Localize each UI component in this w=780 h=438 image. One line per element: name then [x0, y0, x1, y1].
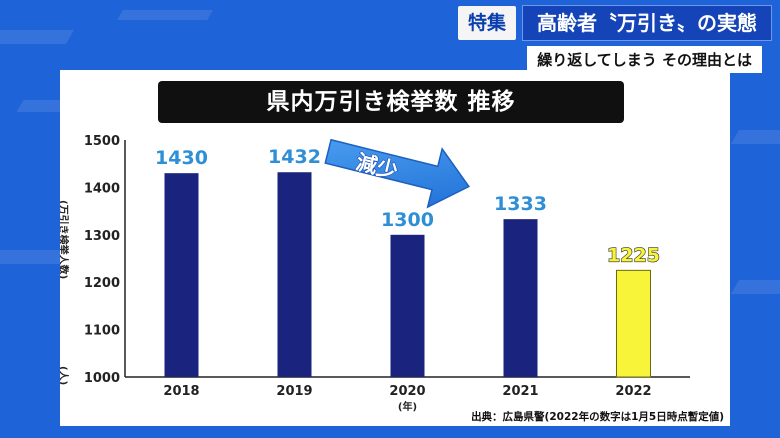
bar [616, 269, 651, 378]
source-note: 出典：広島県警(2022年の数字は1月5日時点暫定値) [471, 410, 724, 423]
bar [164, 173, 199, 377]
background-stripe [117, 10, 213, 20]
chart-panel: 県内万引き検挙数 推移 1000 1100 1200 1300 1400 1500 2018… [60, 70, 730, 426]
bar [277, 172, 312, 377]
x-tick-label: 2018 [163, 384, 199, 399]
bar-value-label: 1300 [381, 209, 434, 231]
headline-title: 高齢者〝万引き〟の実態 [522, 5, 772, 41]
decrease-arrow: 減少 [324, 138, 470, 209]
y-tick-label: 1500 [84, 134, 120, 149]
y-axis-unit: (人) [60, 366, 70, 385]
decrease-arrow-shape [324, 138, 470, 209]
x-tick-label: 2020 [389, 384, 425, 399]
background-stripe [730, 280, 780, 294]
headline-subtitle: 繰り返してしまう その理由とは [527, 46, 762, 73]
header: 特集 高齢者〝万引き〟の実態 [457, 5, 772, 41]
x-axis-unit: (年) [398, 400, 417, 413]
bar-value-label: 1430 [155, 147, 208, 169]
y-tick-label: 1400 [84, 181, 120, 196]
feature-tag: 特集 [457, 6, 516, 40]
background-stripe [730, 130, 780, 144]
y-axis-label: (万引き検挙人数) [60, 200, 70, 279]
y-tick-label: 1100 [84, 324, 120, 339]
x-tick-label: 2022 [615, 384, 651, 399]
bar-value-label: 1225 [607, 244, 660, 266]
bar [390, 234, 425, 377]
chart-data-labels: 1430 1432 1300 1333 1225 [155, 146, 661, 267]
chart-title: 県内万引き検挙数 推移 [158, 81, 624, 123]
bar-value-label: 1333 [494, 193, 547, 215]
y-tick-label: 1000 [84, 371, 120, 386]
bar-chart: 1000 1100 1200 1300 1400 1500 2018 2019 2020(年) 2… [60, 134, 724, 423]
chart-axes: 1000 1100 1200 1300 1400 1500 2018 2019 2020(年) 2… [84, 134, 690, 413]
x-tick-label: 2021 [502, 384, 538, 399]
x-tick-label: 2019 [276, 384, 312, 399]
chart-bars [164, 172, 651, 378]
y-tick-label: 1300 [84, 229, 120, 244]
bar-value-label: 1432 [268, 146, 321, 168]
bar [503, 219, 538, 377]
y-tick-label: 1200 [84, 276, 120, 291]
background-stripe [0, 30, 75, 44]
